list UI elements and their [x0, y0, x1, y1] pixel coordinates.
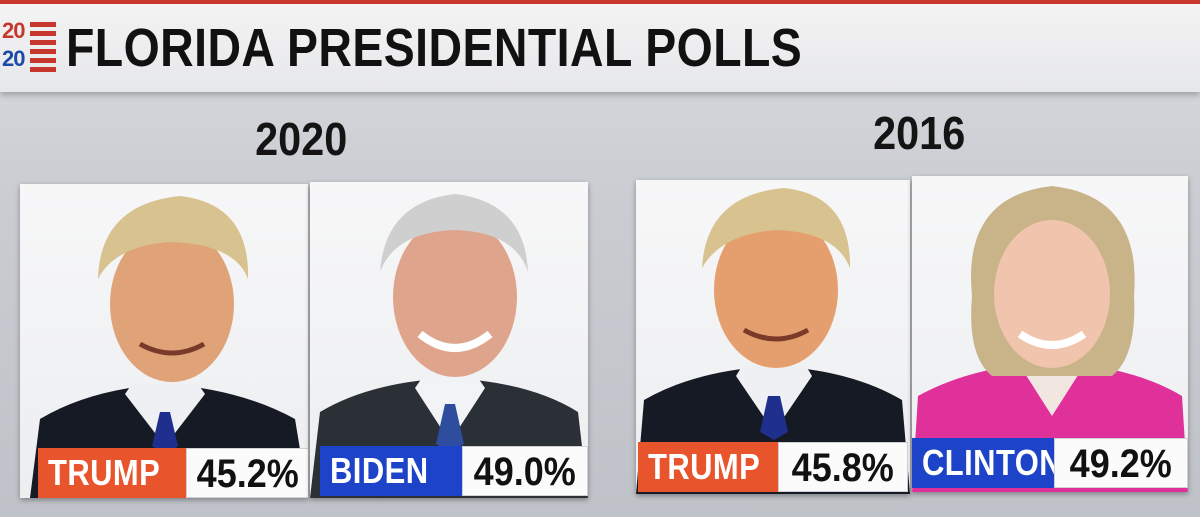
candidate-card-clinton-2016: CLINTON 49.2%	[912, 176, 1188, 492]
candidate-name-text: TRUMP	[648, 446, 761, 487]
page-title: FLORIDA PRESIDENTIAL POLLS	[66, 18, 803, 78]
header-banner: 20 20 FLORIDA PRESIDENTIAL POLLS	[0, 0, 1200, 92]
logo-stripes	[30, 22, 56, 74]
candidate-card-trump-2016: TRUMP 45.8%	[636, 180, 910, 494]
poll-percentage-text: 45.2%	[196, 452, 300, 496]
biden-portrait	[310, 194, 588, 498]
poll-percentage-text: 45.8%	[791, 446, 895, 490]
year-label-2020: 2020	[255, 113, 348, 165]
candidate-card-biden-2020: BIDEN 49.0%	[310, 182, 588, 498]
header-accent-line	[0, 0, 1200, 4]
poll-percentage-trump-2016: 45.8%	[778, 442, 908, 492]
logo-year-top: 20	[2, 18, 26, 43]
candidate-name-biden-2020: BIDEN	[320, 446, 472, 496]
candidate-name-clinton-2016: CLINTON	[912, 438, 1062, 488]
poll-percentage-clinton-2016: 49.2%	[1054, 438, 1188, 488]
poll-percentage-text: 49.0%	[473, 450, 577, 494]
year-label-2016: 2016	[873, 107, 966, 159]
candidate-name-trump-2020: TRUMP	[38, 448, 186, 498]
candidate-card-trump-2020: TRUMP 45.2%	[20, 184, 308, 498]
candidate-name-text: CLINTON	[922, 442, 1063, 483]
logo-year-bottom: 20	[2, 46, 26, 71]
candidate-name-trump-2016: TRUMP	[638, 442, 778, 492]
poll-percentage-text: 49.2%	[1069, 442, 1173, 486]
poll-percentage-biden-2020: 49.0%	[462, 446, 588, 496]
poll-percentage-trump-2020: 45.2%	[186, 448, 308, 498]
candidate-name-text: BIDEN	[330, 450, 429, 491]
election-2020-logo: 20 20	[0, 18, 58, 80]
candidate-name-text: TRUMP	[48, 452, 161, 493]
